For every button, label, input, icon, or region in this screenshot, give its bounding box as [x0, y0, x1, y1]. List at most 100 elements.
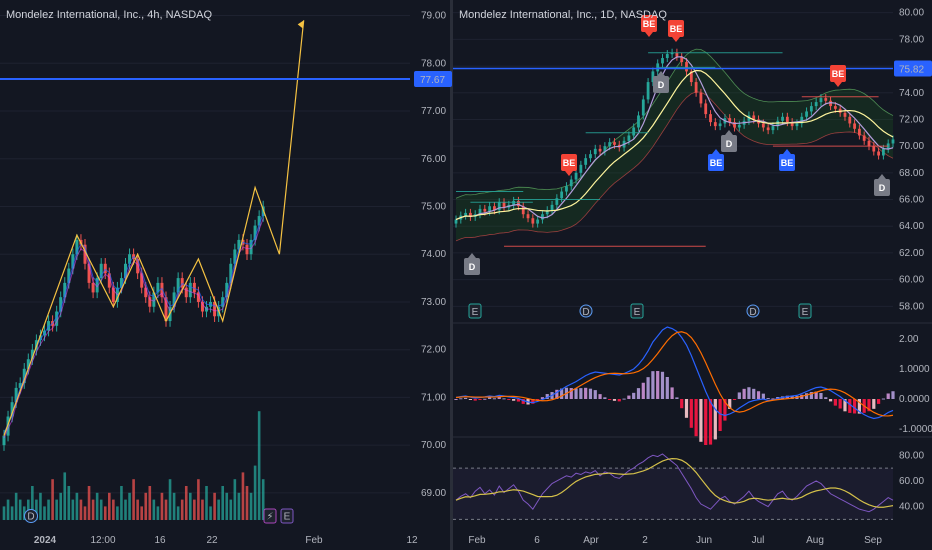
candle-body[interactable] — [253, 225, 257, 240]
candle-body[interactable] — [790, 122, 794, 127]
candle-body[interactable] — [136, 259, 140, 274]
candle-body[interactable] — [10, 402, 14, 417]
candle-body[interactable] — [103, 263, 107, 274]
candle-body[interactable] — [752, 115, 756, 120]
candle-body[interactable] — [728, 118, 732, 123]
candle-body[interactable] — [257, 216, 261, 226]
candle-body[interactable] — [14, 387, 18, 403]
candle-body[interactable] — [665, 54, 669, 59]
candle-body[interactable] — [87, 263, 91, 283]
candle-body[interactable] — [38, 335, 42, 341]
candle-body[interactable] — [656, 63, 660, 72]
candle-body[interactable] — [464, 212, 468, 216]
candle-body[interactable] — [608, 142, 612, 147]
candle-body[interactable] — [785, 116, 789, 123]
candle-body[interactable] — [809, 106, 813, 112]
candle-body[interactable] — [569, 179, 573, 187]
candle-body[interactable] — [565, 186, 568, 192]
candle-body[interactable] — [83, 244, 87, 264]
candle-body[interactable] — [781, 116, 784, 121]
lightning-icon[interactable]: ⚡ — [263, 508, 277, 524]
candle-body[interactable] — [632, 127, 636, 136]
candle-body[interactable] — [853, 123, 856, 129]
candle-body[interactable] — [627, 135, 631, 141]
candle-body[interactable] — [881, 148, 885, 156]
candle-body[interactable] — [140, 273, 144, 288]
dividend-label[interactable]: D — [653, 71, 669, 93]
candle-body[interactable] — [213, 301, 217, 317]
candle-body[interactable] — [91, 282, 95, 293]
candle-body[interactable] — [805, 111, 808, 117]
candle-body[interactable] — [128, 254, 132, 264]
candle-body[interactable] — [119, 278, 123, 288]
candle-body[interactable] — [531, 218, 535, 224]
candle-body[interactable] — [200, 301, 204, 312]
candle-body[interactable] — [184, 287, 188, 298]
candle-body[interactable] — [180, 278, 184, 288]
candle-body[interactable] — [237, 239, 241, 250]
candle-body[interactable] — [651, 71, 655, 83]
candle-body[interactable] — [737, 124, 741, 128]
candle-body[interactable] — [63, 282, 67, 298]
candle-body[interactable] — [107, 273, 111, 288]
candle-body[interactable] — [589, 154, 592, 159]
candle-body[interactable] — [75, 239, 79, 255]
candle-body[interactable] — [829, 100, 832, 107]
candle-body[interactable] — [172, 292, 176, 307]
candle-body[interactable] — [613, 142, 616, 145]
candle-body[interactable] — [22, 368, 26, 384]
candle-body[interactable] — [646, 82, 650, 100]
candle-body[interactable] — [469, 212, 472, 217]
candle-body[interactable] — [704, 103, 708, 115]
candle-body[interactable] — [59, 297, 63, 312]
candle-body[interactable] — [699, 92, 703, 104]
left-chart-pane[interactable]: 79.00 78.00 77.00 76.00 75.00 74.00 73.00 72.00… — [0, 11, 452, 546]
candle-body[interactable] — [550, 204, 554, 211]
candle-body[interactable] — [694, 82, 698, 93]
candle-body[interactable] — [478, 208, 482, 215]
candle-body[interactable] — [603, 146, 607, 152]
candle-body[interactable] — [111, 287, 115, 302]
candle-body[interactable] — [192, 282, 196, 293]
candle-body[interactable] — [497, 202, 501, 211]
candle-body[interactable] — [221, 297, 225, 307]
candle-body[interactable] — [579, 164, 583, 173]
candle-body[interactable] — [560, 191, 564, 199]
candle-body[interactable] — [493, 206, 496, 211]
candle-body[interactable] — [156, 282, 160, 293]
earnings-icon[interactable]: E — [630, 303, 644, 319]
candle-body[interactable] — [2, 435, 6, 446]
candle-body[interactable] — [18, 383, 22, 388]
candle-body[interactable] — [824, 98, 828, 101]
candle-body[interactable] — [521, 206, 525, 215]
candle-body[interactable] — [877, 151, 880, 156]
candle-body[interactable] — [95, 278, 99, 293]
candle-body[interactable] — [124, 263, 127, 279]
candle-body[interactable] — [766, 127, 770, 131]
candle-body[interactable] — [819, 98, 823, 103]
candle-body[interactable] — [245, 244, 249, 255]
candle-body[interactable] — [483, 208, 487, 212]
dividend-icon[interactable]: D — [746, 304, 760, 318]
candle-body[interactable] — [526, 214, 530, 219]
candle-body[interactable] — [99, 263, 103, 279]
candle-body[interactable] — [848, 116, 852, 124]
dividend-label[interactable]: D — [464, 253, 480, 275]
candle-body[interactable] — [593, 148, 597, 155]
bull-signal-label[interactable]: BE — [779, 149, 795, 171]
candle-body[interactable] — [670, 52, 674, 55]
candle-body[interactable] — [148, 297, 152, 307]
candle-body[interactable] — [55, 311, 59, 326]
candle-body[interactable] — [152, 292, 156, 307]
earnings-icon[interactable]: E — [468, 303, 482, 319]
candle-body[interactable] — [229, 263, 233, 283]
candle-body[interactable] — [862, 135, 866, 141]
pane-divider[interactable] — [450, 0, 453, 550]
candle-body[interactable] — [144, 287, 148, 298]
candle-body[interactable] — [233, 249, 237, 264]
candle-body[interactable] — [176, 278, 180, 293]
candle-body[interactable] — [709, 114, 712, 123]
dividend-icon[interactable]: D — [24, 509, 38, 523]
candle-body[interactable] — [872, 146, 876, 152]
candle-body[interactable] — [680, 56, 684, 63]
